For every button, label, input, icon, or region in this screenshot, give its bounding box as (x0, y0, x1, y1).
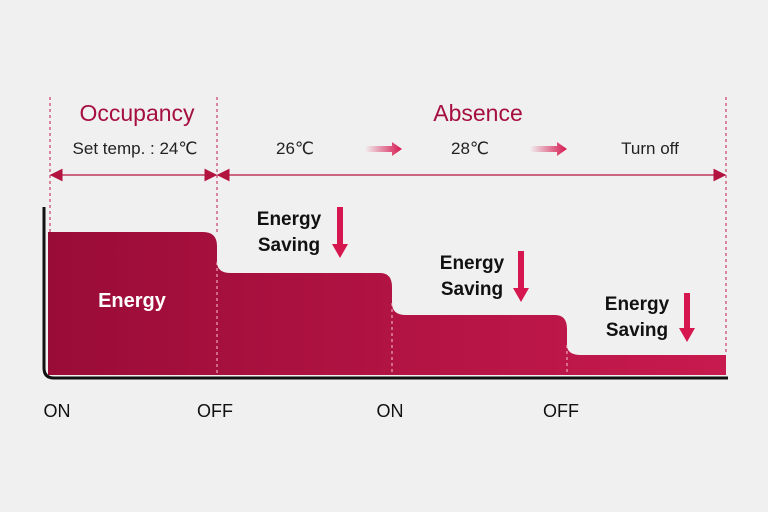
saving-label: Saving (258, 235, 320, 256)
transition-arrows (365, 142, 567, 156)
absence-title: Absence (433, 100, 523, 126)
occupancy-title: Occupancy (79, 100, 195, 126)
saving-label: Energy (257, 209, 322, 230)
saving-label: Energy (605, 294, 670, 315)
stage-label: Set temp. : 24℃ (73, 139, 198, 158)
stage-label: 26℃ (276, 139, 314, 158)
x-label: ON (44, 401, 71, 421)
stage-label: Turn off (621, 139, 679, 158)
saving-label: Saving (441, 279, 503, 300)
stage-label: 28℃ (451, 139, 489, 158)
dashed-dividers (49, 97, 727, 355)
energy-label: Energy (98, 290, 167, 312)
energy-area (48, 232, 726, 375)
axis (42, 207, 728, 380)
saving-label: Energy (440, 253, 505, 274)
x-label: OFF (543, 401, 579, 421)
x-label: ON (377, 401, 404, 421)
area-dividers (216, 262, 568, 375)
down-arrows (332, 207, 695, 342)
x-label: OFF (197, 401, 233, 421)
saving-label: Saving (606, 320, 668, 341)
